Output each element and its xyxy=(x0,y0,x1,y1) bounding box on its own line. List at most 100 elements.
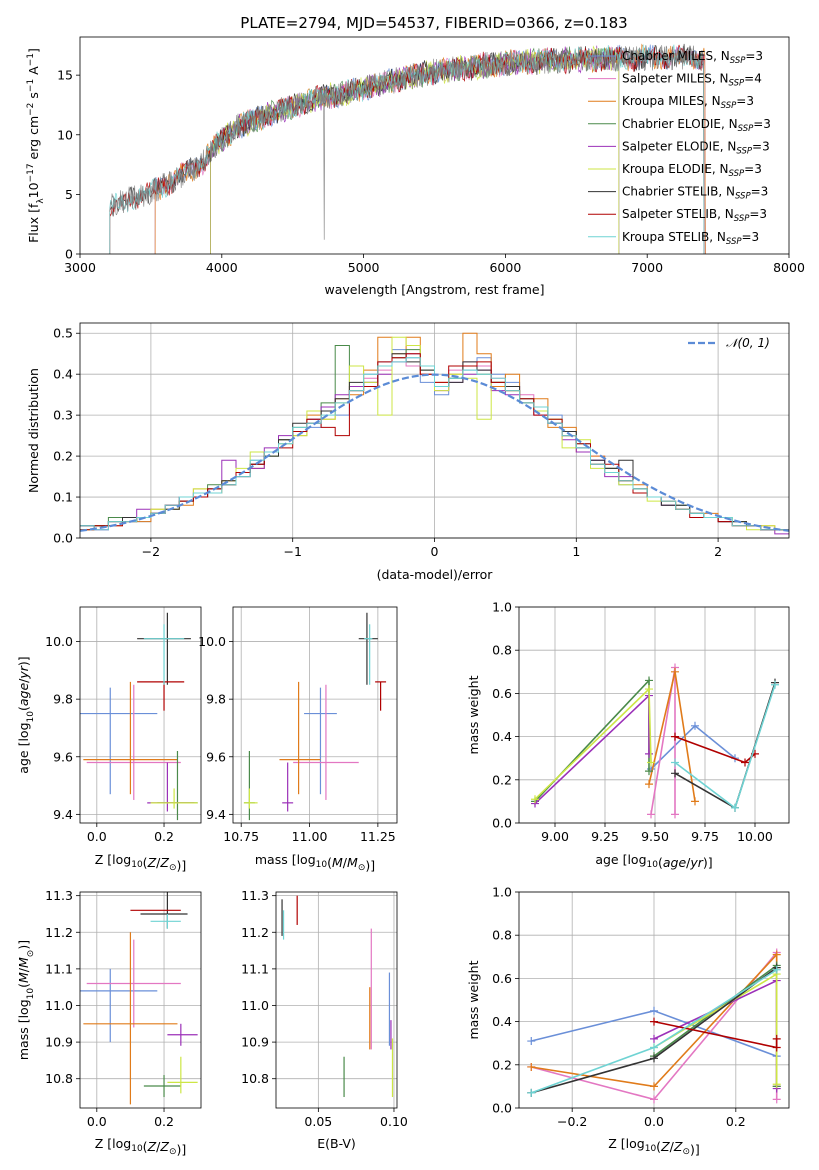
legend-count: =3 xyxy=(736,94,754,108)
y-tick-label: 11.1 xyxy=(45,961,73,976)
observed-spectrum-line xyxy=(109,45,704,240)
label-part: 10 xyxy=(131,860,143,870)
label-part: 10 xyxy=(131,1144,143,1154)
label-part: yr xyxy=(689,855,703,870)
x-tick-label: 7000 xyxy=(631,260,663,275)
label-part: E(B-V) xyxy=(317,1136,356,1151)
axes-weight_vs_Z: −0.2 0.0 0.20.00.20.40.60.81.0Z [log10(Z/Z… xyxy=(466,885,790,1157)
legend-label: Chabrier MILES, NSSP=3 xyxy=(622,49,763,66)
y-tick-label: 0.0 xyxy=(53,531,73,546)
legend-subscript: SSP xyxy=(734,214,750,224)
errorbar-salpeter-elodie xyxy=(282,762,294,812)
errorbar-kroupa-elodie xyxy=(243,788,258,809)
errorbar-salpeter-miles xyxy=(86,684,181,800)
x-tick-label: 2 xyxy=(714,544,722,559)
weight-point-marker xyxy=(772,950,781,959)
legend-label: 𝒩(0, 1) xyxy=(726,336,770,350)
label-part: Z xyxy=(147,855,157,870)
weight-point-marker xyxy=(671,667,679,676)
y-tick-label: 0.2 xyxy=(492,1057,512,1072)
label-part: / xyxy=(16,967,31,972)
legend-text: Kroupa ELODIE, N xyxy=(622,162,729,176)
legend-count: =3 xyxy=(744,162,762,176)
legend-label: Salpeter MILES, NSSP=4 xyxy=(622,72,762,89)
x-axis-label: Z [log10(Z/Z⊙)] xyxy=(608,1136,700,1157)
y-tick-label: 11.2 xyxy=(241,925,269,940)
label-part: Z xyxy=(673,1139,683,1154)
label-part: / xyxy=(670,1139,675,1154)
legend-count: =3 xyxy=(751,185,769,199)
label-part: 10 xyxy=(26,711,36,723)
weight-series-kroupa-stelib xyxy=(527,965,781,1097)
y-tick-label: 0.2 xyxy=(53,449,73,464)
y-tick-label: 0.2 xyxy=(492,772,512,787)
label-part: erg cm xyxy=(26,116,41,164)
label-part: )] xyxy=(703,855,713,870)
weight-series-salpeter-stelib xyxy=(671,732,759,767)
plot-area-age_vs_Z xyxy=(80,612,198,821)
y-tick-label: 11.2 xyxy=(45,925,73,940)
axes-frame xyxy=(518,891,790,1109)
x-tick-label: 0.2 xyxy=(726,1114,746,1129)
y-tick-label: 11.1 xyxy=(241,961,269,976)
y-tick-label: 10.8 xyxy=(241,1071,269,1086)
y-tick-label: 11.3 xyxy=(45,888,73,903)
label-part: ⊙ xyxy=(26,950,36,958)
x-tick-label: 0.05 xyxy=(304,1114,332,1129)
errorbar-chabrier-miles xyxy=(80,687,158,795)
y-axis-label: age [log10(age/yr)] xyxy=(16,656,36,773)
x-tick-label: 1 xyxy=(572,544,580,559)
label-part: Z xyxy=(660,1139,670,1154)
label-part: Normed distribution xyxy=(26,368,41,493)
label-part: ( xyxy=(143,855,148,870)
weight-point-marker xyxy=(691,797,699,806)
x-tick-label: 6000 xyxy=(489,260,521,275)
x-tick-label: 0.10 xyxy=(380,1114,408,1129)
errorbar-salpeter-elodie xyxy=(147,762,195,812)
y-axis-label: Flux [fλ10−17 erg cm−2 s−1 A−1] xyxy=(26,48,46,243)
plot-area-mass_vs_Z xyxy=(80,892,198,1105)
weight-point-marker xyxy=(650,1082,658,1091)
legend-subscript: SSP xyxy=(730,56,746,66)
y-tick-label: 11.0 xyxy=(45,998,73,1013)
label-part: ( xyxy=(658,855,663,870)
label-part: ] xyxy=(26,48,41,53)
x-axis-label: wavelength [Angstrom, rest frame] xyxy=(324,282,544,297)
axes-residuals: −2 −1 0 1 2 0.0 0.1 0.2 0.3 0.4 0.5 (data-model)/er… xyxy=(26,322,790,582)
y-tick-label: 10.9 xyxy=(241,1035,269,1050)
plot-area-residuals xyxy=(80,332,789,535)
label-part: Z [log xyxy=(95,852,131,867)
legend-subscript: SSP xyxy=(736,146,752,156)
weight-point-marker xyxy=(650,1043,658,1052)
y-tick-label: 0.4 xyxy=(492,729,512,744)
weight-series-kroupa-elodie xyxy=(531,685,655,804)
label-part: Z xyxy=(159,1139,169,1154)
x-tick-label: 0.0 xyxy=(644,1114,664,1129)
axes-frame xyxy=(79,322,790,539)
y-tick-label: 11.0 xyxy=(241,998,269,1013)
axes-frame xyxy=(275,891,398,1109)
y-tick-label: 0 xyxy=(65,247,73,262)
label-part: 10 xyxy=(647,860,659,870)
weight-point-marker xyxy=(650,1017,658,1026)
errorbar-kroupa-miles xyxy=(83,932,178,1105)
x-tick-label: 0.2 xyxy=(154,1114,174,1129)
axes-mass_vs_ebv: 0.05 0.10 10.8 10.9 11.0 11.1 11.2 11.3 E(B-V) xyxy=(241,888,408,1151)
label-part: s xyxy=(26,92,41,103)
errorbar-kroupa-stelib xyxy=(143,624,185,685)
legend-text: Kroupa STELIB, N xyxy=(622,230,726,244)
y-tick-label: 0.0 xyxy=(492,816,512,831)
label-part: / xyxy=(343,855,348,870)
weight-point-marker xyxy=(772,1095,781,1104)
y-tick-label: 0.8 xyxy=(492,643,512,658)
x-tick-label: 10.75 xyxy=(223,829,259,844)
x-axis-label: Z [log10(Z/Z⊙)] xyxy=(95,852,187,873)
y-tick-label: 10.0 xyxy=(198,634,226,649)
weight-point-marker xyxy=(671,758,679,767)
legend-subscript: SSP xyxy=(726,237,742,247)
weight-line xyxy=(674,684,776,810)
axes-frame xyxy=(79,606,202,824)
x-tick-label: 0.0 xyxy=(87,829,107,844)
errorbar-kroupa-stelib xyxy=(364,624,373,685)
errorbar-chabrier-stelib xyxy=(358,612,378,685)
